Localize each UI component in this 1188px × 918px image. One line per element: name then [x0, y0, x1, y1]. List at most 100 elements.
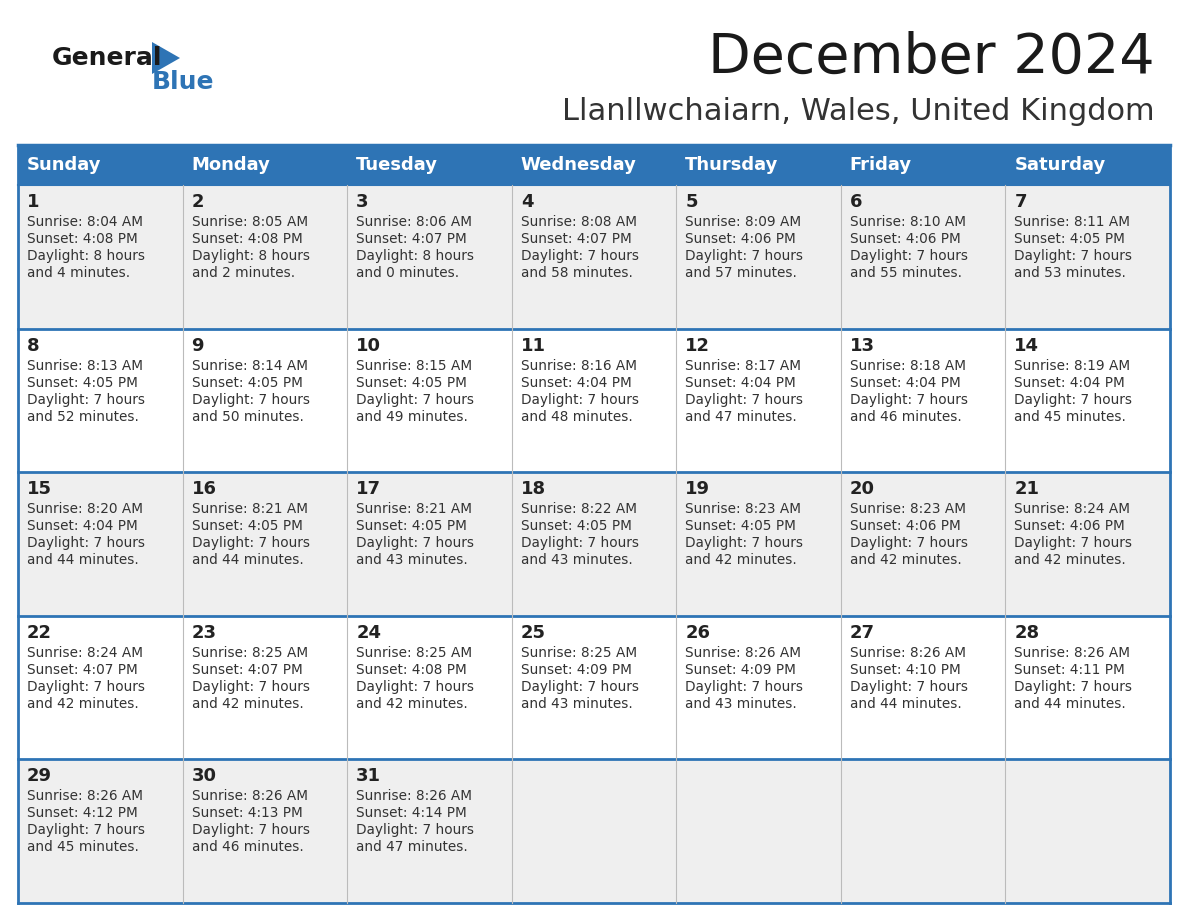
Text: Daylight: 7 hours: Daylight: 7 hours: [685, 393, 803, 407]
Text: Daylight: 7 hours: Daylight: 7 hours: [356, 536, 474, 550]
Text: and 52 minutes.: and 52 minutes.: [27, 409, 139, 423]
Text: and 43 minutes.: and 43 minutes.: [356, 554, 468, 567]
Text: Sunrise: 8:20 AM: Sunrise: 8:20 AM: [27, 502, 143, 516]
Text: Daylight: 7 hours: Daylight: 7 hours: [849, 680, 968, 694]
Text: 25: 25: [520, 624, 545, 642]
Text: Daylight: 7 hours: Daylight: 7 hours: [520, 249, 639, 263]
Text: Monday: Monday: [191, 156, 271, 174]
Text: Sunset: 4:05 PM: Sunset: 4:05 PM: [356, 375, 467, 389]
Text: Daylight: 7 hours: Daylight: 7 hours: [685, 249, 803, 263]
Text: and 53 minutes.: and 53 minutes.: [1015, 266, 1126, 280]
Text: Daylight: 7 hours: Daylight: 7 hours: [356, 823, 474, 837]
Text: Daylight: 8 hours: Daylight: 8 hours: [191, 249, 310, 263]
Text: 18: 18: [520, 480, 545, 498]
Text: and 43 minutes.: and 43 minutes.: [520, 697, 632, 711]
Text: Daylight: 7 hours: Daylight: 7 hours: [685, 536, 803, 550]
Text: Daylight: 7 hours: Daylight: 7 hours: [849, 393, 968, 407]
Text: Daylight: 7 hours: Daylight: 7 hours: [191, 536, 310, 550]
Text: Friday: Friday: [849, 156, 912, 174]
Text: 8: 8: [27, 337, 39, 354]
Text: and 44 minutes.: and 44 minutes.: [191, 554, 303, 567]
Text: and 42 minutes.: and 42 minutes.: [27, 697, 139, 711]
Text: Sunrise: 8:15 AM: Sunrise: 8:15 AM: [356, 359, 473, 373]
Text: Daylight: 7 hours: Daylight: 7 hours: [1015, 249, 1132, 263]
Text: 2: 2: [191, 193, 204, 211]
Text: December 2024: December 2024: [708, 31, 1155, 85]
Text: Sunrise: 8:23 AM: Sunrise: 8:23 AM: [849, 502, 966, 516]
Text: and 42 minutes.: and 42 minutes.: [685, 554, 797, 567]
Text: 13: 13: [849, 337, 874, 354]
Text: and 42 minutes.: and 42 minutes.: [849, 554, 961, 567]
Text: Sunset: 4:09 PM: Sunset: 4:09 PM: [520, 663, 632, 677]
Text: 31: 31: [356, 767, 381, 786]
Text: Sunset: 4:07 PM: Sunset: 4:07 PM: [191, 663, 302, 677]
Text: Daylight: 7 hours: Daylight: 7 hours: [356, 680, 474, 694]
Text: 12: 12: [685, 337, 710, 354]
Text: and 43 minutes.: and 43 minutes.: [685, 697, 797, 711]
Text: Sunset: 4:04 PM: Sunset: 4:04 PM: [849, 375, 961, 389]
Bar: [18, 616, 1170, 759]
Text: Daylight: 7 hours: Daylight: 7 hours: [191, 823, 310, 837]
Text: Sunset: 4:05 PM: Sunset: 4:05 PM: [27, 375, 138, 389]
Text: Sunset: 4:05 PM: Sunset: 4:05 PM: [191, 520, 303, 533]
Text: Sunset: 4:13 PM: Sunset: 4:13 PM: [191, 806, 302, 821]
Text: 27: 27: [849, 624, 874, 642]
Polygon shape: [152, 42, 181, 74]
Text: and 4 minutes.: and 4 minutes.: [27, 266, 131, 280]
Bar: [18, 759, 1170, 903]
Text: 28: 28: [1015, 624, 1040, 642]
Text: and 46 minutes.: and 46 minutes.: [849, 409, 961, 423]
Text: Sunset: 4:10 PM: Sunset: 4:10 PM: [849, 663, 961, 677]
Text: Sunset: 4:14 PM: Sunset: 4:14 PM: [356, 806, 467, 821]
Text: Sunrise: 8:18 AM: Sunrise: 8:18 AM: [849, 359, 966, 373]
Text: Sunset: 4:11 PM: Sunset: 4:11 PM: [1015, 663, 1125, 677]
Text: and 45 minutes.: and 45 minutes.: [27, 840, 139, 855]
Text: Sunrise: 8:13 AM: Sunrise: 8:13 AM: [27, 359, 143, 373]
Text: 19: 19: [685, 480, 710, 498]
Bar: [18, 472, 1170, 616]
Text: Sunrise: 8:14 AM: Sunrise: 8:14 AM: [191, 359, 308, 373]
Text: and 42 minutes.: and 42 minutes.: [356, 697, 468, 711]
Text: Sunset: 4:12 PM: Sunset: 4:12 PM: [27, 806, 138, 821]
Text: and 43 minutes.: and 43 minutes.: [520, 554, 632, 567]
Text: and 42 minutes.: and 42 minutes.: [191, 697, 303, 711]
Text: Daylight: 7 hours: Daylight: 7 hours: [520, 680, 639, 694]
Text: Sunset: 4:05 PM: Sunset: 4:05 PM: [356, 520, 467, 533]
Text: Daylight: 8 hours: Daylight: 8 hours: [27, 249, 145, 263]
Text: Sunset: 4:05 PM: Sunset: 4:05 PM: [685, 520, 796, 533]
Text: Sunrise: 8:21 AM: Sunrise: 8:21 AM: [356, 502, 472, 516]
Text: 29: 29: [27, 767, 52, 786]
Text: Sunset: 4:04 PM: Sunset: 4:04 PM: [685, 375, 796, 389]
Text: and 47 minutes.: and 47 minutes.: [685, 409, 797, 423]
Text: General: General: [52, 46, 163, 70]
Text: Sunset: 4:05 PM: Sunset: 4:05 PM: [1015, 232, 1125, 246]
Text: 26: 26: [685, 624, 710, 642]
Text: Sunset: 4:04 PM: Sunset: 4:04 PM: [1015, 375, 1125, 389]
Text: Sunrise: 8:26 AM: Sunrise: 8:26 AM: [191, 789, 308, 803]
Text: Daylight: 7 hours: Daylight: 7 hours: [191, 680, 310, 694]
Text: Sunrise: 8:19 AM: Sunrise: 8:19 AM: [1015, 359, 1131, 373]
Text: and 44 minutes.: and 44 minutes.: [1015, 697, 1126, 711]
Text: and 58 minutes.: and 58 minutes.: [520, 266, 632, 280]
Text: Sunrise: 8:26 AM: Sunrise: 8:26 AM: [356, 789, 472, 803]
Text: Sunset: 4:08 PM: Sunset: 4:08 PM: [356, 663, 467, 677]
Text: Sunrise: 8:17 AM: Sunrise: 8:17 AM: [685, 359, 801, 373]
Text: Sunset: 4:05 PM: Sunset: 4:05 PM: [191, 375, 303, 389]
Text: Daylight: 7 hours: Daylight: 7 hours: [520, 393, 639, 407]
Text: Sunrise: 8:24 AM: Sunrise: 8:24 AM: [1015, 502, 1131, 516]
Text: Daylight: 7 hours: Daylight: 7 hours: [849, 249, 968, 263]
Text: Sunrise: 8:09 AM: Sunrise: 8:09 AM: [685, 215, 802, 229]
Text: and 42 minutes.: and 42 minutes.: [1015, 554, 1126, 567]
Text: Sunset: 4:07 PM: Sunset: 4:07 PM: [520, 232, 632, 246]
Text: 17: 17: [356, 480, 381, 498]
Text: Daylight: 7 hours: Daylight: 7 hours: [1015, 393, 1132, 407]
Text: Sunrise: 8:25 AM: Sunrise: 8:25 AM: [520, 645, 637, 660]
Text: 24: 24: [356, 624, 381, 642]
Text: Sunset: 4:04 PM: Sunset: 4:04 PM: [520, 375, 632, 389]
Text: and 44 minutes.: and 44 minutes.: [27, 554, 139, 567]
Text: Sunrise: 8:08 AM: Sunrise: 8:08 AM: [520, 215, 637, 229]
Text: Daylight: 7 hours: Daylight: 7 hours: [520, 536, 639, 550]
Text: Sunset: 4:04 PM: Sunset: 4:04 PM: [27, 520, 138, 533]
Text: Sunrise: 8:23 AM: Sunrise: 8:23 AM: [685, 502, 801, 516]
Text: Sunrise: 8:26 AM: Sunrise: 8:26 AM: [849, 645, 966, 660]
